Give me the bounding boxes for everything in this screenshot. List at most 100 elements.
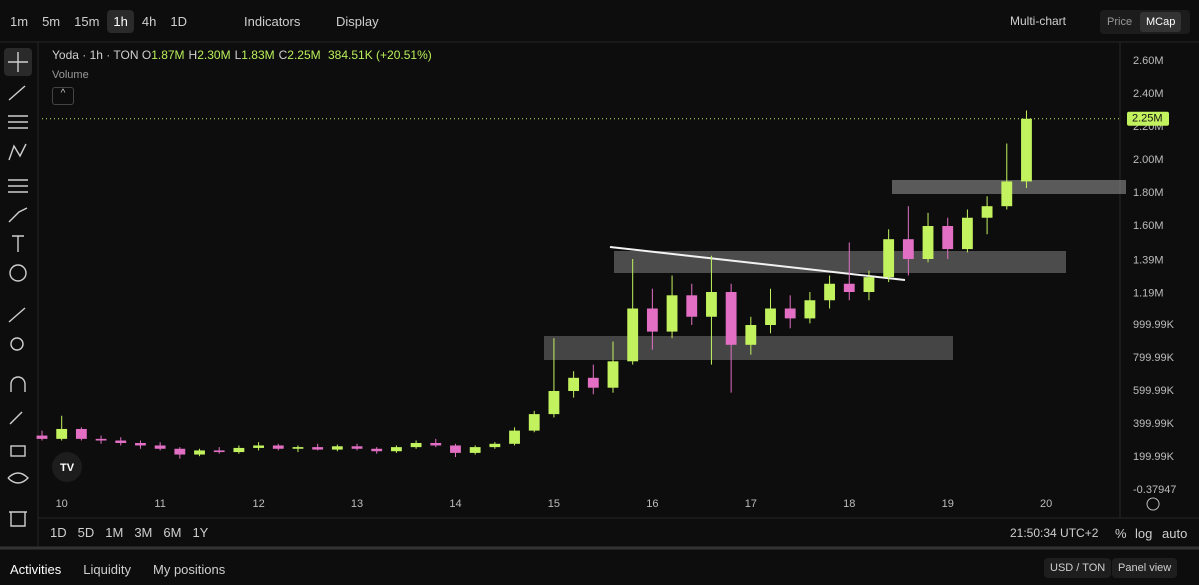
range-button[interactable]: 1D [50, 525, 67, 540]
y-tick-label: -0.37947 [1133, 484, 1176, 496]
tab[interactable]: Activities [10, 562, 62, 577]
candle-body [56, 428, 68, 439]
price-button[interactable]: Price [1107, 16, 1133, 28]
drawing-tools[interactable] [4, 48, 32, 527]
ohlc-value: 2.30M [197, 48, 231, 62]
candle-body [883, 239, 895, 278]
candle-body [528, 414, 540, 431]
y-tick-label: 1.39M [1133, 255, 1164, 267]
collapse-button[interactable]: ^ [52, 87, 74, 105]
y-tick-label: 999.99K [1133, 319, 1175, 331]
candle-body [745, 325, 757, 345]
candle-body [843, 283, 855, 292]
candle-body [75, 428, 87, 439]
candle-body [390, 447, 402, 452]
candle-body [331, 446, 343, 450]
ohlc-value: 1.87M [151, 48, 185, 62]
candle-body [135, 442, 146, 446]
x-tick-label: 12 [252, 498, 264, 510]
candle-body [430, 442, 442, 446]
candle-body [981, 206, 993, 218]
settings-icon[interactable] [1146, 497, 1160, 511]
tab[interactable]: My positions [153, 562, 226, 577]
currency-toggle[interactable]: USD / TON [1044, 558, 1112, 578]
candle-body [863, 277, 875, 292]
candle-body [824, 283, 835, 301]
x-tick-label: 10 [56, 498, 68, 510]
candle-body [489, 443, 501, 448]
x-tick-label: 20 [1040, 498, 1052, 510]
candle-body [961, 217, 973, 250]
symbol: Yoda · 1h · TON [52, 48, 139, 62]
drawn-zones[interactable] [544, 180, 1126, 360]
candle-body [627, 308, 639, 362]
svg-text:TV: TV [60, 462, 75, 474]
candle-body [213, 450, 225, 453]
range-button[interactable]: 3M [134, 525, 153, 540]
indicators-button[interactable]: Indicators [244, 14, 301, 29]
candle-body [587, 377, 599, 388]
candle-body [686, 295, 698, 317]
candle-body [942, 225, 954, 250]
ohlc-key: O [141, 48, 152, 62]
timeframe[interactable]: 1m [10, 14, 29, 29]
y-tick-label: 199.99K [1133, 451, 1175, 463]
candle-body [725, 292, 737, 345]
candle-body [509, 430, 520, 444]
x-tick-label: 18 [843, 498, 855, 510]
y-tick-label: 2.00M [1133, 154, 1164, 166]
timeframe[interactable]: 5m [42, 14, 61, 29]
y-tick-label: 599.99K [1133, 385, 1175, 397]
panel-view-button[interactable]: Panel view [1112, 558, 1178, 578]
candle-body [272, 445, 284, 449]
x-tick-label: 19 [942, 498, 954, 510]
candle-body [194, 450, 205, 455]
y-tick-label: 1.80M [1133, 187, 1164, 199]
price-label-bg [1127, 111, 1169, 126]
candle-body [292, 447, 304, 449]
timeframe[interactable]: 1h [107, 10, 134, 33]
multichart-button[interactable]: Multi-chart [1010, 14, 1067, 28]
ohlc-key: C [278, 48, 288, 62]
candle-body [706, 292, 717, 317]
mcap-button[interactable]: MCap [1140, 12, 1182, 32]
timeframe[interactable]: 4h [141, 14, 157, 29]
price-mcap-toggle: Price MCap [1100, 10, 1190, 34]
candle-body [765, 308, 776, 326]
clock: 21:50:34 UTC+2 [1010, 526, 1099, 540]
range-button[interactable]: 1M [105, 525, 124, 540]
y-tick-label: 1.60M [1133, 220, 1164, 232]
y-tick-label: 399.99K [1133, 418, 1175, 430]
x-tick-label: 11 [154, 498, 165, 510]
candle-body [1001, 181, 1013, 207]
candle-body [233, 447, 245, 453]
range-button[interactable]: 1Y [192, 525, 209, 540]
candle-body [469, 447, 481, 453]
y-tick-label: 799.99K [1133, 352, 1175, 364]
timeframe[interactable]: 15m [74, 14, 100, 29]
timeframe[interactable]: 1D [170, 14, 187, 29]
candle-body [371, 448, 383, 452]
display-button[interactable]: Display [336, 14, 379, 29]
y-tick-label: 2.40M [1133, 88, 1164, 100]
candle-body [666, 295, 678, 332]
candle-body [450, 445, 461, 453]
range-button[interactable]: 5D [77, 525, 95, 540]
percent-button[interactable]: % [1115, 526, 1127, 541]
candle-body [568, 377, 580, 392]
ranges: 1D 5D 1M 3M 6M 1Y [50, 525, 219, 540]
log-button[interactable]: log [1135, 526, 1153, 541]
candle-body [784, 308, 796, 319]
x-tick-label: 15 [548, 498, 560, 510]
candle-body [607, 361, 619, 388]
candle-body [351, 446, 363, 449]
tab[interactable]: Liquidity [83, 562, 131, 577]
candle-body [804, 300, 816, 319]
candle-body [922, 225, 934, 259]
tv-logo: TV [52, 452, 82, 482]
ohlc-value: 1.83M [241, 48, 275, 62]
x-tick-label: 13 [351, 498, 363, 510]
auto-button[interactable]: auto [1162, 526, 1188, 541]
range-button[interactable]: 6M [163, 525, 182, 540]
